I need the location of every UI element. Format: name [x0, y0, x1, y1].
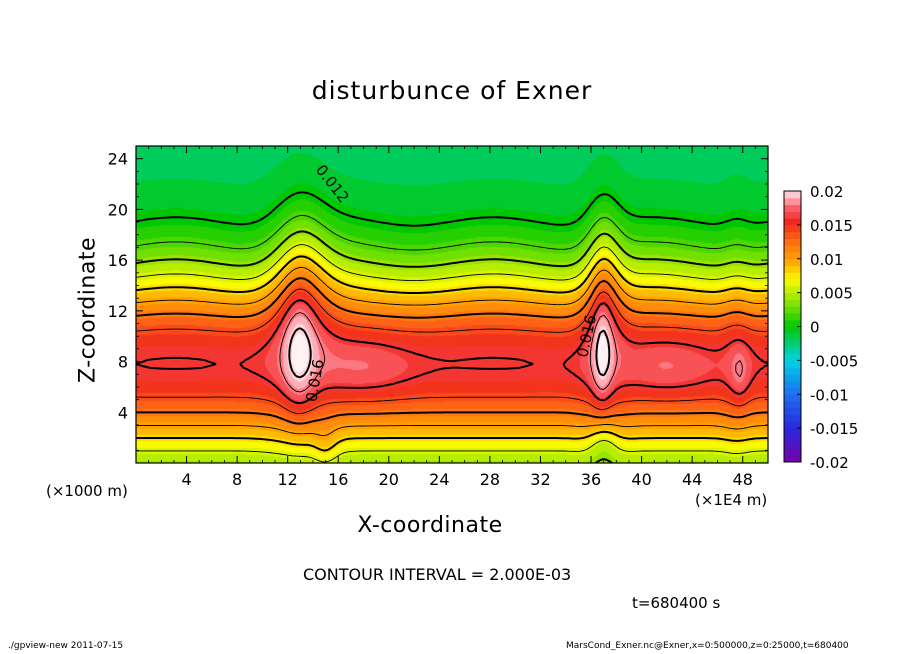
contour-line [279, 312, 743, 393]
contour-line [136, 191, 768, 227]
colorbar-segment [784, 380, 801, 388]
colorbar-segment [784, 401, 801, 409]
footer-right: MarsCond_Exner.nc@Exner,x=0:500000,z=0:2… [566, 641, 849, 651]
x-tick-label: 8 [232, 470, 242, 489]
contour-line [136, 266, 768, 437]
x-tick-label: 36 [581, 470, 601, 489]
colorbar-segment [784, 292, 801, 300]
colorbar-segment [784, 367, 801, 375]
colorbar-segment [784, 197, 801, 206]
plot-area [136, 146, 768, 463]
y-tick-label: 4 [118, 403, 128, 422]
colorbar-segment [784, 231, 801, 239]
contour-interval-label: CONTOUR INTERVAL = 2.000E-03 [303, 565, 572, 584]
colorbar-segment [784, 421, 801, 429]
x-tick-label: 16 [328, 470, 348, 489]
colorbar-segment [784, 414, 801, 422]
footer-left: ./gpview-new 2011-07-15 [8, 641, 124, 651]
y-tick-label: 8 [118, 353, 128, 372]
colorbar-tick-label: 0.01 [810, 251, 843, 269]
colorbar-segment [784, 394, 801, 402]
x-tick-label: 40 [631, 470, 651, 489]
colorbar-segment [784, 360, 801, 368]
contour-line [136, 277, 768, 425]
x-axis-label: X-coordinate [357, 513, 503, 538]
colorbar-segment [784, 319, 801, 328]
y-tick-label: 16 [108, 251, 128, 270]
colorbar-segment [784, 326, 801, 334]
colorbar-segment [784, 211, 801, 219]
x-tick-label: 4 [181, 470, 191, 489]
colorbar-segment [784, 191, 801, 199]
colorbar-segment [784, 251, 801, 260]
x-tick-label: 24 [429, 470, 449, 489]
colorbar-tick-label: -0.01 [810, 386, 849, 404]
colorbar-tick-label: 0.02 [810, 183, 843, 201]
colorbar-segment [784, 333, 801, 341]
colorbar-segment [784, 441, 801, 449]
contour-line [136, 244, 768, 463]
x-axis-scale-label: (×1E4 m) [695, 491, 768, 509]
colorbar-segment [784, 258, 801, 267]
chart-title: disturbunce of Exner [311, 76, 593, 105]
colorbar-segment [784, 218, 801, 226]
colorbar-segment [784, 346, 801, 355]
x-tick-label: 20 [379, 470, 399, 489]
colorbar-segment [784, 238, 801, 246]
colorbar-segment [784, 299, 801, 307]
x-tick-label: 32 [530, 470, 550, 489]
x-tick-label: 12 [278, 470, 298, 489]
colorbar-segment [784, 204, 801, 212]
colorbar-segment [784, 455, 801, 463]
contour-line [136, 255, 768, 452]
colorbar-segment [784, 312, 801, 321]
y-tick-label: 24 [108, 150, 128, 169]
colorbar-segment [784, 353, 801, 361]
contour-line [136, 299, 768, 405]
colorbar-tick-label: -0.02 [810, 454, 849, 472]
colorbar-segment [784, 428, 801, 436]
x-tick-label: 28 [480, 470, 500, 489]
y-tick-label: 12 [108, 302, 128, 321]
time-label: t=680400 s [632, 594, 721, 612]
contour-line [288, 327, 611, 379]
colorbar-segment [784, 407, 801, 416]
contour-line [136, 288, 768, 415]
colorbar-tick-label: -0.005 [810, 352, 858, 370]
colorbar-segment [784, 224, 801, 233]
colorbar-tick-label: 0 [810, 319, 820, 337]
colorbar-segment [784, 448, 801, 456]
field-shading [136, 146, 768, 463]
y-axis-label: Z-coordinate [75, 237, 101, 383]
x-tick-label: 44 [682, 470, 702, 489]
colorbar-segment [784, 245, 801, 253]
x-unit-label: (×1000 m) [46, 482, 128, 500]
colorbar-segment [784, 306, 801, 314]
colorbar-segment [784, 434, 801, 443]
colorbar: 0.02 0.015 0.01 0.005 0 -0.005 -0.01 -0.015 -0.0… [783, 183, 858, 472]
colorbar-tick-label: -0.015 [810, 420, 858, 438]
colorbar-segment [784, 285, 801, 294]
colorbar-segment [784, 272, 801, 280]
y-tick-label: 20 [108, 200, 128, 219]
contour-line [136, 215, 768, 251]
colorbar-tick-label: 0.015 [810, 217, 853, 235]
colorbar-tick-label: 0.005 [810, 285, 853, 303]
colorbar-segment [784, 265, 801, 273]
colorbar-segment [784, 340, 801, 348]
colorbar-segment [784, 373, 801, 382]
colorbar-segment [784, 387, 801, 395]
x-tick-label: 48 [733, 470, 753, 489]
colorbar-segment [784, 279, 801, 287]
